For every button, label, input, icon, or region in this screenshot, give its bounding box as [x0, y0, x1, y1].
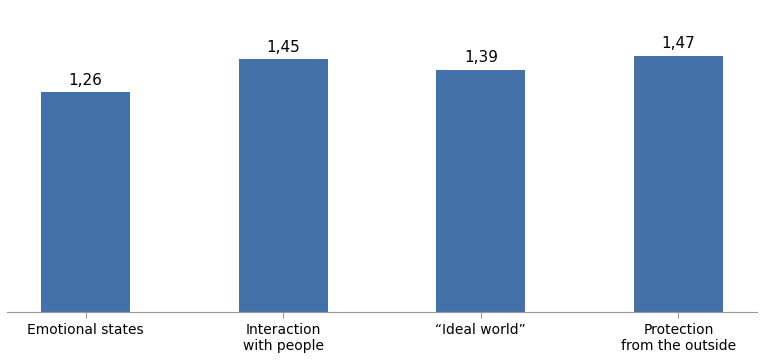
Bar	[436, 70, 526, 312]
Bar	[41, 93, 130, 312]
Text: 1,39: 1,39	[464, 50, 498, 66]
Text: 1,45: 1,45	[267, 40, 300, 55]
Text: 1,26: 1,26	[69, 73, 102, 88]
Text: 1,47: 1,47	[662, 36, 695, 51]
Bar	[238, 59, 328, 312]
Bar	[634, 56, 723, 312]
